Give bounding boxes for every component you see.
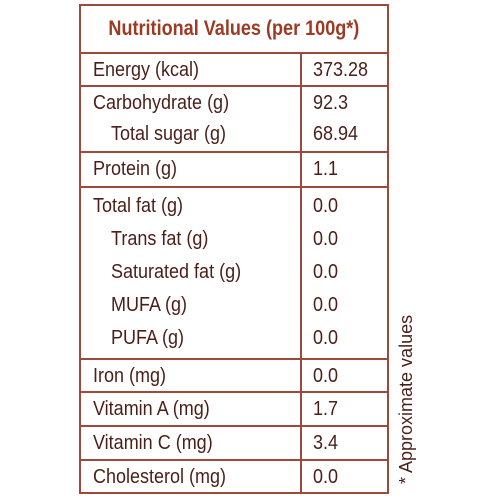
carbohydrate-group: Carbohydrate (g) 92.3 Total sugar (g) 68… xyxy=(81,87,387,153)
nutrient-value: 68.94 xyxy=(313,123,359,145)
nutrient-value: 92.3 xyxy=(313,92,349,114)
table-row: Total fat (g) 0.0 xyxy=(81,190,387,223)
nutrient-value: 0.0 xyxy=(313,228,339,250)
iron-group: Iron (mg) 0.0 xyxy=(81,360,387,393)
footnote: * Approximate values xyxy=(396,288,420,488)
nutrient-label: Protein (g) xyxy=(93,158,178,180)
nutrient-label: MUFA (g) xyxy=(111,294,188,316)
table-row: Vitamin C (mg) 3.4 xyxy=(81,427,387,460)
nutrient-label: Energy (kcal) xyxy=(93,59,200,81)
table-row: Cholesterol (mg) 0.0 xyxy=(81,461,387,494)
table-row: Protein (g) 1.1 xyxy=(81,153,387,186)
energy-group: Energy (kcal) 373.28 xyxy=(81,54,387,87)
nutrient-value: 0.0 xyxy=(313,195,339,217)
nutrient-label: Saturated fat (g) xyxy=(111,261,242,283)
table-row: Carbohydrate (g) 92.3 xyxy=(81,87,387,120)
nutrient-value: 373.28 xyxy=(313,59,369,81)
nutrient-label: Vitamin A (mg) xyxy=(93,398,210,420)
table-row: Vitamin A (mg) 1.7 xyxy=(81,393,387,426)
protein-group: Protein (g) 1.1 xyxy=(81,153,387,188)
table-row: Trans fat (g) 0.0 xyxy=(81,223,387,256)
nutrient-value: 0.0 xyxy=(313,294,339,316)
footnote-text: * Approximate values xyxy=(396,314,416,484)
nutrient-label: Cholesterol (mg) xyxy=(93,466,227,488)
cholesterol-group: Cholesterol (mg) 0.0 xyxy=(81,461,387,494)
table-row: Energy (kcal) 373.28 xyxy=(81,54,387,87)
table-row: Saturated fat (g) 0.0 xyxy=(81,256,387,289)
nutrient-value: 0.0 xyxy=(313,466,339,488)
nutrient-value: 0.0 xyxy=(313,261,339,283)
column-divider xyxy=(300,54,302,492)
table-row: MUFA (g) 0.0 xyxy=(81,289,387,322)
nutrient-value: 0.0 xyxy=(313,365,339,387)
table-row: PUFA (g) 0.0 xyxy=(81,322,387,355)
nutrient-label: Vitamin C (mg) xyxy=(93,432,213,454)
table-body: Energy (kcal) 373.28 Carbohydrate (g) 92… xyxy=(81,54,387,492)
nutrient-value: 1.7 xyxy=(313,398,339,420)
nutrient-label: PUFA (g) xyxy=(111,327,185,349)
nutrient-value: 0.0 xyxy=(313,327,339,349)
table-row: Total sugar (g) 68.94 xyxy=(81,118,387,151)
nutrient-label: Total sugar (g) xyxy=(111,123,227,145)
table-title: Nutritional Values (per 100g*) xyxy=(81,6,387,54)
nutrient-label: Total fat (g) xyxy=(93,195,184,217)
nutrient-label: Carbohydrate (g) xyxy=(93,92,230,114)
table-title-text: Nutritional Values (per 100g*) xyxy=(108,17,360,40)
fat-group: Total fat (g) 0.0 Trans fat (g) 0.0 Satu… xyxy=(81,188,387,360)
vitamin-c-group: Vitamin C (mg) 3.4 xyxy=(81,427,387,461)
vitamin-a-group: Vitamin A (mg) 1.7 xyxy=(81,393,387,427)
table-row: Iron (mg) 0.0 xyxy=(81,360,387,393)
nutrition-table: Nutritional Values (per 100g*) Energy (k… xyxy=(79,4,389,494)
nutrient-value: 1.1 xyxy=(313,158,339,180)
nutrient-label: Trans fat (g) xyxy=(111,228,209,250)
nutrient-value: 3.4 xyxy=(313,432,339,454)
nutrient-label: Iron (mg) xyxy=(93,365,167,387)
